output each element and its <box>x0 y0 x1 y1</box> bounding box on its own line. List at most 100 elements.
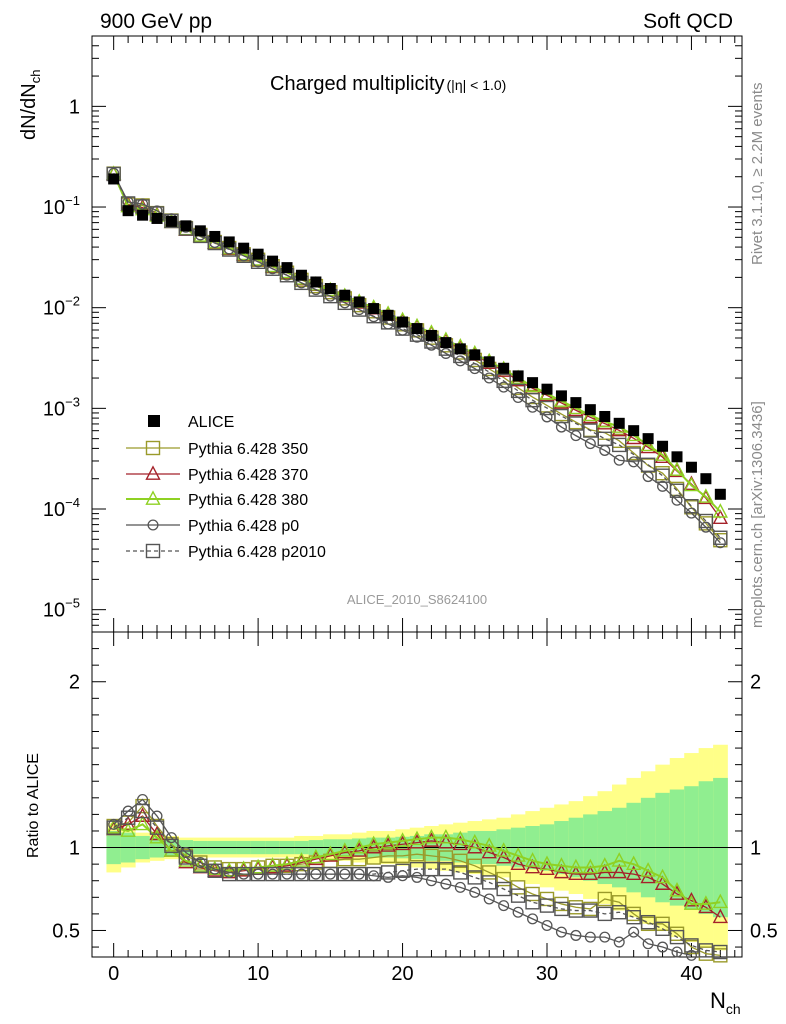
ratio-series-point <box>308 866 324 882</box>
alice-point <box>180 220 192 232</box>
legend-entry-5: Pythia 6.428 p2010 <box>126 543 326 561</box>
y-tick-label: 10−3 <box>43 394 80 420</box>
main-y-axis-label: dN/dNch <box>18 70 43 140</box>
ratio-series-point <box>626 910 641 925</box>
main-series-point <box>671 494 683 506</box>
alice-point <box>281 262 293 274</box>
ratio-series-point <box>712 908 728 924</box>
alice-point <box>700 473 712 485</box>
main-series-point <box>683 476 700 492</box>
ratio-series-point <box>380 865 396 880</box>
main-series-point <box>713 530 728 545</box>
ratio-series-point <box>452 835 468 851</box>
collision-label: 900 GeV pp <box>100 10 212 33</box>
ratio-series-point <box>293 852 310 867</box>
legend-label: ALICE <box>188 414 234 431</box>
alice-point <box>223 236 235 248</box>
ratio-series-point <box>106 819 122 834</box>
ratio-series-point <box>524 852 541 867</box>
ratio-series-point <box>510 880 526 895</box>
main-series-4 <box>106 166 728 545</box>
main-series-point <box>554 408 569 424</box>
alice-point <box>657 440 669 452</box>
alice-point <box>483 356 495 368</box>
main-panel-ticks <box>92 35 742 633</box>
ratio-series-point <box>236 866 251 882</box>
ratio-series-point <box>512 906 524 918</box>
ratio-series-point <box>539 855 555 871</box>
ratio-series-point <box>409 830 425 846</box>
ratio-series-point <box>654 868 671 884</box>
ratio-series-point <box>423 828 440 844</box>
ratio-series-point <box>366 866 381 882</box>
ratio-series-4 <box>106 803 728 960</box>
ratio-series-point <box>352 866 367 882</box>
ratio-series-point <box>366 835 382 851</box>
ratio-y-tick-label-right: 2 <box>750 672 761 694</box>
ratio-series-point <box>685 949 697 961</box>
legend-marker <box>145 490 161 505</box>
ratio-series-point <box>395 863 410 878</box>
ratio-series-point <box>482 875 497 890</box>
main-series-point <box>698 513 714 529</box>
alice-point <box>339 289 351 301</box>
ratio-series-point <box>657 941 669 953</box>
ratio-series-point <box>684 938 699 953</box>
alice-point <box>613 417 625 429</box>
rivet-events-label: Rivet 3.1.10, ≥ 2.2M events <box>749 83 766 266</box>
legend-label: Pythia 6.428 p2010 <box>188 544 326 561</box>
ratio-series-point <box>380 837 396 852</box>
x-tick-label: 40 <box>680 963 702 985</box>
ratio-series-line <box>113 805 721 956</box>
ratio-series-point <box>698 895 714 910</box>
alice-point <box>628 425 640 437</box>
main-series-point <box>597 431 612 447</box>
ratio-series-point <box>483 893 495 905</box>
ratio-series-point <box>250 858 266 874</box>
ratio-series-point <box>510 847 526 862</box>
alice-point <box>555 390 567 402</box>
main-series-point <box>714 537 726 549</box>
main-series-3 <box>108 167 726 549</box>
alice-point <box>584 404 596 416</box>
ratio-series-point <box>467 833 483 849</box>
ratio-series-point <box>279 866 295 882</box>
ratio-series-point <box>394 835 411 851</box>
ratio-series-point <box>108 818 120 830</box>
alice-point <box>324 283 336 295</box>
ratio-series-point <box>597 891 612 907</box>
ratio-series-point <box>440 878 452 890</box>
ratio-series-point <box>612 905 627 920</box>
ratio-series-point <box>713 944 728 960</box>
main-series-point <box>657 480 669 492</box>
main-series-point <box>137 198 149 210</box>
ratio-series-point <box>539 898 555 913</box>
ratio-series-point <box>221 862 237 877</box>
main-series-point <box>669 461 685 476</box>
main-series-point <box>628 456 640 468</box>
legend-marker <box>145 440 161 456</box>
ratio-series-point <box>496 842 512 857</box>
ratio-series-point <box>582 858 598 874</box>
x-axis-label: Nch <box>710 988 741 1017</box>
ratio-series-point <box>135 803 150 819</box>
main-data-series <box>106 165 728 549</box>
alice-point <box>137 209 149 221</box>
main-series-point <box>510 383 526 399</box>
ratio-series-point <box>250 866 266 882</box>
ratio-series-point <box>525 895 540 910</box>
alice-point <box>599 410 611 422</box>
main-series-point <box>583 423 598 438</box>
legend-marker <box>147 519 159 531</box>
ratio-series-point <box>409 861 425 877</box>
alice-point <box>368 303 380 315</box>
ratio-series-point <box>613 936 625 948</box>
alice-point <box>685 461 697 473</box>
ratio-series-point <box>568 903 584 918</box>
ratio-series-point <box>555 926 567 938</box>
ratio-series-point <box>467 838 483 854</box>
ratio-panel-ticks <box>92 632 742 957</box>
main-series-point <box>440 347 452 359</box>
legend: ALICE Pythia 6.428 350 Pythia 6.428 370 Pyt… <box>126 414 326 561</box>
